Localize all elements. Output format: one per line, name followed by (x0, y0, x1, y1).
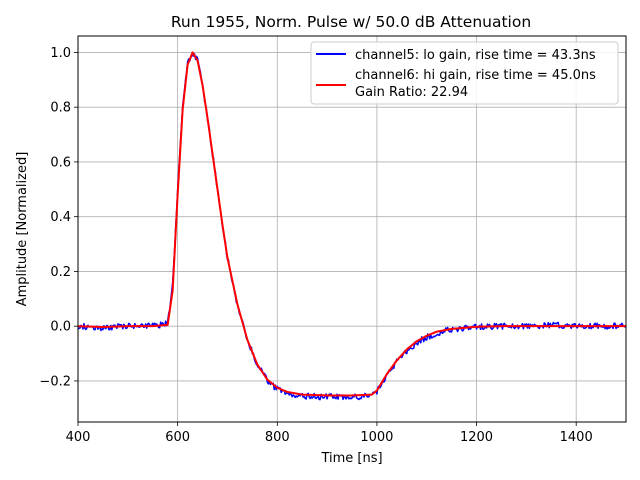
plot-frame (77, 35, 627, 423)
legend-gain-ratio: Gain Ratio: 22.94 (355, 85, 468, 100)
y-tick-label: −0.2 (39, 374, 71, 389)
y-tick-label: 0.2 (50, 265, 71, 280)
y-axis-label: Amplitude [Normalized] (15, 152, 30, 307)
series-line-channel6 (77, 51, 626, 397)
y-tick-label: 0.6 (50, 155, 71, 170)
x-axis: 400 600 800 1000 1200 1400 (66, 422, 593, 445)
x-tick-label: 1000 (360, 430, 393, 445)
series-line-channel5 (77, 53, 627, 401)
legend-box (310, 41, 619, 105)
legend-label-channel5: channel5: lo gain, rise time = 43.3ns (355, 48, 596, 63)
y-tick-label: 1.0 (50, 46, 71, 61)
x-tick-label: 600 (165, 430, 190, 445)
legend: channel5: lo gain, rise time = 43.3ns ch… (310, 41, 619, 105)
x-tick-label: 800 (265, 430, 290, 445)
y-tick-label: 0.8 (50, 101, 71, 116)
x-tick-label: 1200 (460, 430, 493, 445)
x-axis-label: Time [ns] (320, 451, 382, 466)
y-tick-label: 0.4 (50, 210, 71, 225)
y-tick-label: 0.0 (50, 320, 71, 335)
x-tick-label: 400 (66, 430, 91, 445)
series-layer (77, 51, 627, 401)
chart-title: Run 1955, Norm. Pulse w/ 50.0 dB Attenua… (171, 13, 531, 31)
x-tick-label: 1400 (560, 430, 593, 445)
y-axis: −0.2 0.0 0.2 0.4 0.6 0.8 1.0 (39, 46, 78, 389)
legend-label-channel6: channel6: hi gain, rise time = 45.0ns (355, 68, 596, 83)
